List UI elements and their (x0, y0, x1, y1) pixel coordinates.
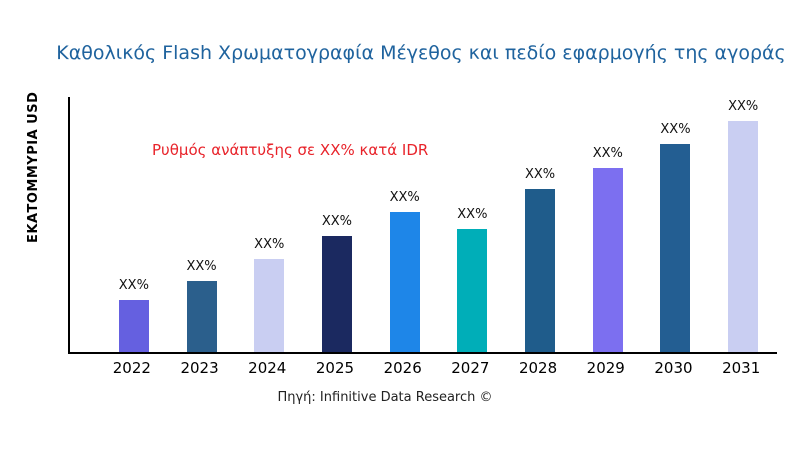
bar-value-label: XX% (660, 122, 691, 137)
bar-2030 (660, 144, 691, 352)
bar-2025 (321, 236, 352, 352)
bar-2029 (592, 168, 623, 352)
x-tick-2025: 2025 (315, 359, 355, 377)
bar-2022 (118, 300, 149, 352)
x-tick-2022: 2022 (112, 359, 151, 377)
source-caption: Πηγή: Infinitive Data Research © (277, 390, 493, 405)
y-axis-label: ΕΚΑΤΟΜΜΥΡΙΑ USD (26, 91, 41, 243)
x-tick-2024: 2024 (248, 359, 287, 377)
bar-group-2028: XX% (506, 167, 574, 352)
bar-value-label: XX% (254, 237, 285, 252)
bar-value-label: XX% (321, 214, 353, 229)
bar-2023 (186, 281, 217, 352)
bar-value-label: XX% (389, 190, 420, 205)
x-axis-labels: 2022 2023 2024 2025 2026 2027 2028 2029 2030 2031 (68, 359, 775, 377)
bar-group-2027: XX% (439, 207, 507, 352)
bar-value-label: XX% (728, 99, 759, 114)
bar-group-2026: XX% (371, 190, 439, 352)
bar-value-label: XX% (457, 207, 488, 222)
bar-value-label: XX% (186, 259, 217, 274)
bar-group-2022: XX% (100, 278, 168, 352)
x-tick-2027: 2027 (451, 359, 490, 377)
x-tick-2031: 2031 (722, 359, 761, 377)
bar-group-2023: XX% (168, 259, 236, 352)
bar-value-label: XX% (118, 278, 149, 293)
plot-area: Ρυθμός ανάπτυξης σε XX% κατά IDR XX% XX% X… (68, 97, 777, 354)
bar-2024 (254, 259, 285, 352)
bar-2027 (457, 229, 488, 352)
x-tick-2026: 2026 (383, 359, 422, 377)
growth-rate-annotation: Ρυθμός ανάπτυξης σε XX% κατά IDR (152, 141, 429, 159)
x-tick-2029: 2029 (586, 359, 625, 377)
bar-2026 (389, 212, 420, 352)
x-tick-2023: 2023 (180, 359, 219, 377)
bar-group-2024: XX% (235, 237, 303, 352)
bar-2031 (728, 121, 759, 352)
bar-value-label: XX% (592, 146, 623, 161)
chart-title: Καθολικός Flash Χρωματογραφία Μέγεθος κα… (56, 42, 786, 64)
bar-group-2025: XX% (303, 214, 371, 352)
bar-group-2029: XX% (574, 146, 642, 352)
x-tick-2028: 2028 (518, 359, 558, 377)
bar-2028 (525, 189, 556, 352)
bar-group-2030: XX% (642, 122, 710, 352)
bar-value-label: XX% (524, 167, 556, 182)
bar-group-2031: XX% (709, 99, 777, 352)
bars-container: XX% XX% XX% XX% XX% XX% XX% XX% XX% XX% (70, 97, 777, 352)
x-tick-2030: 2030 (654, 359, 693, 377)
